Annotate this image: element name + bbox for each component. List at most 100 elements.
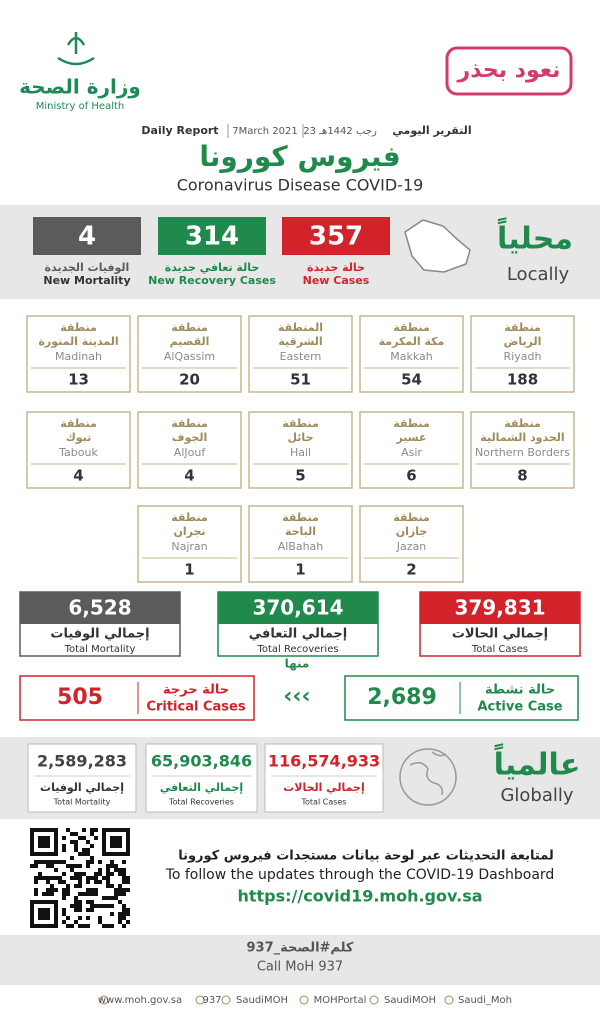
global-box [27, 743, 137, 813]
qr-cell [102, 896, 106, 900]
qr-cell [122, 860, 126, 864]
qr-cell [122, 904, 126, 908]
qr-cell [70, 904, 74, 908]
local-stat-value: 4 [78, 222, 96, 252]
qr-cell [110, 860, 114, 864]
total-value-bar [420, 592, 580, 624]
qr-cell [86, 880, 90, 884]
qr-cell [74, 896, 78, 900]
region-box [470, 411, 575, 489]
region-value: 188 [507, 371, 538, 389]
qr-cell [94, 828, 98, 832]
qr-cell [74, 844, 78, 848]
qr-cell [126, 876, 130, 880]
global-label-ar: إجمالي التعافي [160, 781, 243, 794]
region-name-ar: الجوف [172, 431, 208, 444]
qr-cell [78, 852, 82, 856]
qr-cell [74, 848, 78, 852]
globe-land [409, 751, 447, 796]
slogan-badge [445, 46, 573, 96]
qr-cell [122, 912, 126, 916]
qr-cell [82, 892, 86, 896]
qr-cell [110, 864, 114, 868]
qr-cell [90, 908, 94, 912]
total-label-ar: إجمالي الحالات [452, 627, 548, 642]
qr-cell [34, 860, 38, 864]
footer-link: MOHPortal [314, 995, 367, 1006]
qr-cell [54, 868, 58, 872]
qr-cell [62, 908, 66, 912]
global-value: 116,574,933 [268, 752, 380, 771]
global-label-en: Total Recoveries [168, 798, 234, 807]
region-value: 54 [401, 371, 422, 389]
qr-cell [82, 828, 86, 832]
qr-cell [34, 880, 38, 884]
local-heading-ar: محلياً [497, 217, 573, 257]
qr-cell [50, 876, 54, 880]
total-label-ar: إجمالي الوفيات [50, 627, 149, 642]
qr-cell [70, 856, 74, 860]
qr-cell [106, 880, 110, 884]
qr-cell [118, 900, 122, 904]
footer-link: SaudiMOH [384, 995, 436, 1006]
region-value: 4 [184, 467, 194, 485]
qr-cell [46, 876, 50, 880]
footer-link: SaudiMOH [236, 995, 288, 1006]
qr-cell [86, 876, 90, 880]
region-name-en: Riyadh [504, 350, 542, 363]
qr-cell [106, 876, 110, 880]
qr-cell [86, 888, 90, 892]
qr-cell [82, 836, 86, 840]
qr-cell [126, 888, 130, 892]
qr-cell [74, 920, 78, 924]
qr-cell [106, 864, 110, 868]
emblem-shape [57, 32, 95, 66]
footer-icon [221, 995, 231, 1005]
qr-cell [94, 876, 98, 880]
qr-cell [114, 896, 118, 900]
region-prefix: منطقة [60, 321, 97, 334]
footer-icon [195, 995, 205, 1005]
footer-link: Saudi_Moh [458, 995, 512, 1006]
total-value: 379,831 [454, 596, 545, 620]
qr-cell [90, 828, 94, 832]
qr-cell [86, 892, 90, 896]
qr-cell [78, 924, 82, 928]
call-label: Call MoH 937 [257, 960, 343, 975]
region-name-en: AlJouf [174, 446, 207, 459]
region-prefix: منطقة [171, 321, 208, 334]
qr-cell [54, 888, 58, 892]
qr-cell [86, 848, 90, 852]
qr-cell [38, 872, 42, 876]
qr-cell [94, 904, 98, 908]
qr-cell [62, 920, 66, 924]
region-name-en: Asir [401, 446, 422, 459]
region-prefix: منطقة [171, 417, 208, 430]
global-label-en: Total Mortality [53, 798, 111, 807]
region-value: 51 [290, 371, 311, 389]
dashboard-line-ar: لمتابعة التحديثات عبر لوحة بيانات مستجدا… [178, 849, 554, 864]
region-name-en: Tabouk [58, 446, 98, 459]
global-heading-ar: عالمياً [494, 743, 581, 783]
qr-cell [78, 900, 82, 904]
region-name-ar: نجران [173, 525, 205, 538]
qr-cell [78, 836, 82, 840]
qr-cell [86, 916, 90, 920]
qr-cell [122, 908, 126, 912]
region-name-ar: حائل [287, 431, 313, 444]
qr-cell [46, 888, 50, 892]
report-title-en: Coronavirus Disease COVID-19 [177, 176, 424, 195]
qr-cell [90, 876, 94, 880]
qr-cell [54, 860, 58, 864]
region-value: 1 [184, 561, 194, 579]
local-stat-box [33, 217, 141, 255]
qr-cell [110, 924, 114, 928]
local-stat-label-en: New Recovery Cases [148, 274, 276, 287]
qr-cell [106, 896, 110, 900]
qr-cell [86, 864, 90, 868]
qr-cell [74, 864, 78, 868]
qr-cell [106, 904, 110, 908]
qr-cell [122, 888, 126, 892]
qr-cell [86, 860, 90, 864]
region-box [248, 411, 353, 489]
